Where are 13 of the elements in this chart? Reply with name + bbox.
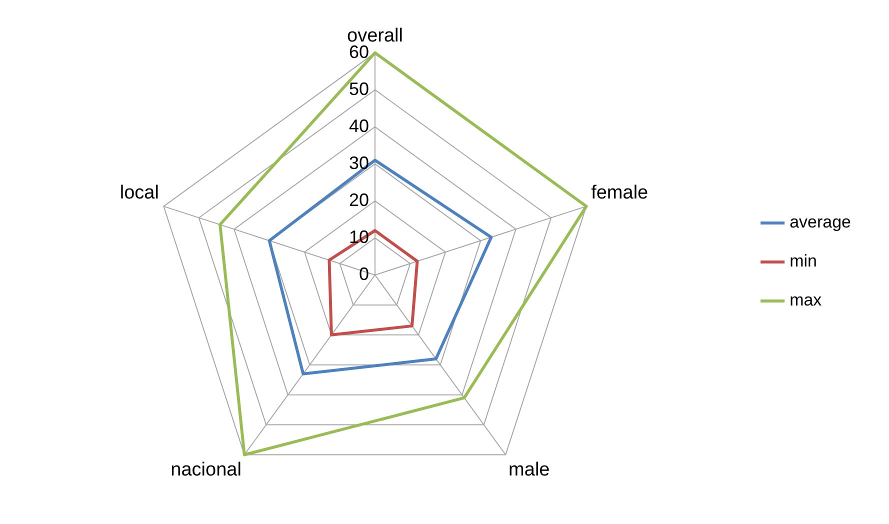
- spoke-label: nacional: [170, 459, 242, 480]
- legend-label: average: [790, 212, 852, 232]
- spoke-label: female: [591, 182, 648, 204]
- spoke-label: local: [120, 182, 159, 204]
- legend-label: min: [790, 252, 817, 271]
- y-tick-label: 60: [348, 42, 369, 62]
- legend-label: max: [790, 290, 822, 310]
- y-tick-label: 20: [348, 190, 369, 210]
- y-tick-label: 40: [348, 116, 369, 136]
- y-tick-label: 50: [348, 78, 369, 99]
- spoke-label: male: [508, 459, 550, 480]
- y-tick-label: 0: [358, 264, 369, 284]
- y-tick-label: 30: [348, 152, 369, 173]
